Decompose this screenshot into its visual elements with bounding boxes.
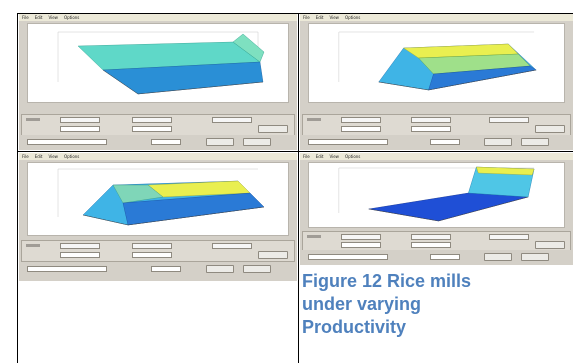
menu-bar: File Edit View Options: [300, 14, 573, 21]
y-axis-select[interactable]: [411, 234, 451, 240]
step-field[interactable]: [151, 139, 181, 145]
caption-line-2: under varying: [302, 294, 422, 314]
file-name-field[interactable]: [27, 139, 107, 145]
x-axis-select[interactable]: [341, 234, 381, 240]
menu-options: Options: [63, 154, 80, 159]
menu-bar: File Edit View Options: [300, 153, 573, 160]
menu-options: Options: [63, 15, 80, 20]
z-axis-select[interactable]: [489, 117, 529, 123]
param-field-1[interactable]: [60, 126, 100, 132]
table-divider-horizontal: [17, 151, 573, 152]
menu-bar: File Edit View Options: [19, 14, 297, 21]
menu-edit: Edit: [315, 154, 324, 159]
close-button[interactable]: [243, 265, 271, 273]
z-axis-select[interactable]: [489, 234, 529, 240]
y-axis-select[interactable]: [411, 117, 451, 123]
help-button[interactable]: [206, 265, 234, 273]
menu-view: View: [329, 154, 339, 159]
compute-button[interactable]: [535, 241, 565, 249]
file-name-field[interactable]: [27, 266, 107, 272]
controls-panel: [302, 114, 571, 136]
controls-panel: [302, 231, 571, 251]
help-button[interactable]: [206, 138, 234, 146]
file-name-field[interactable]: [308, 254, 388, 260]
param-field-2[interactable]: [132, 126, 172, 132]
software-screenshot: File Edit View Options: [300, 14, 573, 150]
table-divider-vertical: [298, 13, 299, 363]
step-field[interactable]: [430, 254, 460, 260]
surface-plot-area: [27, 23, 289, 103]
x-axis-select[interactable]: [60, 243, 100, 249]
close-button[interactable]: [521, 138, 549, 146]
control-label: [26, 244, 40, 247]
surface-plot: [57, 31, 265, 95]
step-field[interactable]: [430, 139, 460, 145]
help-button[interactable]: [484, 253, 512, 261]
x-axis-select[interactable]: [341, 117, 381, 123]
status-row: [302, 135, 571, 149]
menu-file: File: [22, 15, 29, 20]
param-field-1[interactable]: [341, 126, 381, 132]
software-screenshot: File Edit View Options: [19, 14, 297, 150]
step-field[interactable]: [151, 266, 181, 272]
figure-cell-top-left: File Edit View Options: [19, 14, 297, 150]
table-border-left: [17, 13, 18, 363]
compute-button[interactable]: [258, 125, 288, 133]
help-button[interactable]: [484, 138, 512, 146]
surface-plot-area: [27, 162, 289, 236]
compute-button[interactable]: [258, 251, 288, 259]
surface-plot-area: [308, 162, 565, 228]
menu-options: Options: [344, 154, 361, 159]
menu-edit: Edit: [34, 154, 43, 159]
caption-line-1: Figure 12 Rice mills: [302, 271, 472, 291]
menu-view: View: [329, 15, 339, 20]
param-field-2[interactable]: [411, 242, 451, 248]
surface-plot-area: [308, 23, 565, 103]
status-row: [302, 250, 571, 264]
software-screenshot: File Edit View Options: [300, 153, 573, 265]
status-row: [21, 262, 295, 276]
table-border-top: [17, 13, 573, 14]
menu-file: File: [303, 154, 310, 159]
z-axis-select[interactable]: [212, 117, 252, 123]
figure-cell-top-right: File Edit View Options: [300, 14, 573, 150]
caption-line-3: Productivity: [302, 317, 407, 337]
status-row: [21, 135, 295, 149]
menu-file: File: [22, 154, 29, 159]
menu-view: View: [48, 154, 58, 159]
menu-edit: Edit: [315, 15, 324, 20]
param-field-1[interactable]: [60, 252, 100, 258]
menu-bar: File Edit View Options: [19, 153, 297, 160]
compute-button[interactable]: [535, 125, 565, 133]
control-label: [26, 118, 40, 121]
y-axis-select[interactable]: [132, 117, 172, 123]
control-label: [307, 118, 321, 121]
control-label: [307, 235, 321, 238]
x-axis-select[interactable]: [60, 117, 100, 123]
figure-cell-bottom-right: File Edit View Options: [300, 153, 573, 265]
surface-plot: [338, 31, 537, 91]
menu-view: View: [48, 15, 58, 20]
surface-plot: [338, 166, 535, 222]
figure-cell-bottom-left: File Edit View Options: [19, 153, 297, 281]
close-button[interactable]: [243, 138, 271, 146]
controls-panel: [21, 114, 295, 136]
software-screenshot: File Edit View Options: [19, 153, 297, 281]
figure-caption: Figure 12 Rice mills under varying Produ…: [302, 270, 512, 339]
param-field-1[interactable]: [341, 242, 381, 248]
file-name-field[interactable]: [308, 139, 388, 145]
controls-panel: [21, 240, 295, 262]
menu-options: Options: [344, 15, 361, 20]
surface-plot: [57, 168, 265, 226]
param-field-2[interactable]: [411, 126, 451, 132]
menu-edit: Edit: [34, 15, 43, 20]
menu-file: File: [303, 15, 310, 20]
close-button[interactable]: [521, 253, 549, 261]
z-axis-select[interactable]: [212, 243, 252, 249]
param-field-2[interactable]: [132, 252, 172, 258]
y-axis-select[interactable]: [132, 243, 172, 249]
